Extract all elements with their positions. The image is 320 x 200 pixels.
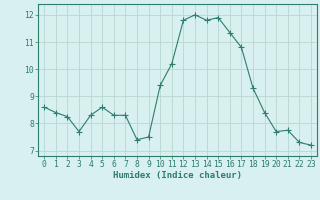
X-axis label: Humidex (Indice chaleur): Humidex (Indice chaleur) <box>113 171 242 180</box>
